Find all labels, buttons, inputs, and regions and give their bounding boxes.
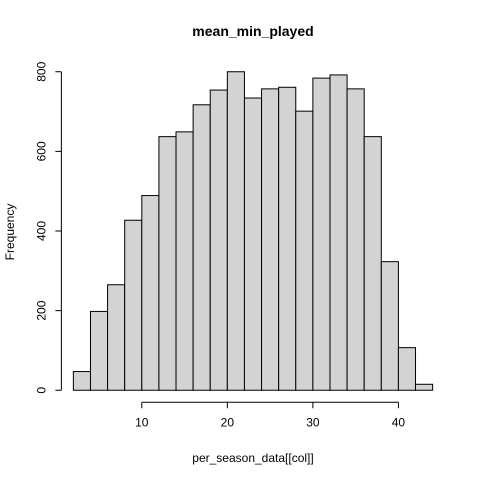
histogram-bar xyxy=(295,110,314,391)
histogram-bar xyxy=(141,195,160,391)
histogram-bar xyxy=(209,89,228,391)
histogram-bar xyxy=(72,371,91,391)
histogram-bar xyxy=(175,131,194,391)
y-tick-label: 800 xyxy=(34,61,48,81)
histogram-bar xyxy=(329,74,348,391)
histogram-bar xyxy=(89,310,109,391)
x-tick-label: 30 xyxy=(306,415,320,429)
histogram-bar xyxy=(312,77,331,391)
y-axis-label: Frequency xyxy=(3,204,17,261)
y-tick-label: 600 xyxy=(34,141,48,161)
histogram-bar xyxy=(107,284,126,391)
histogram-bar xyxy=(192,104,211,391)
x-tick-label: 10 xyxy=(135,415,149,429)
x-tick-label: 20 xyxy=(221,415,235,429)
y-tick-label: 0 xyxy=(34,387,48,394)
chart-title: mean_min_played xyxy=(192,23,313,39)
histogram-bar xyxy=(261,88,280,391)
x-axis-label: per_season_data[[col]] xyxy=(192,451,313,465)
y-axis: 0 200 400 600 800 xyxy=(34,61,62,394)
histogram-bar xyxy=(415,383,434,391)
y-tick-label: 400 xyxy=(34,221,48,241)
histogram-bar xyxy=(124,219,143,391)
histogram-bar xyxy=(158,136,177,391)
histogram-bar xyxy=(243,97,263,391)
histogram-bar xyxy=(363,136,382,391)
x-tick-label: 40 xyxy=(392,415,406,429)
y-tick-label: 200 xyxy=(34,300,48,320)
x-axis: 10 20 30 40 xyxy=(135,401,406,429)
histogram-bar xyxy=(397,347,417,391)
histogram-bar xyxy=(346,88,365,391)
histogram-bar xyxy=(226,71,245,391)
histogram-bar xyxy=(380,261,399,391)
histogram-bar xyxy=(278,86,297,391)
bars-group xyxy=(72,71,434,391)
